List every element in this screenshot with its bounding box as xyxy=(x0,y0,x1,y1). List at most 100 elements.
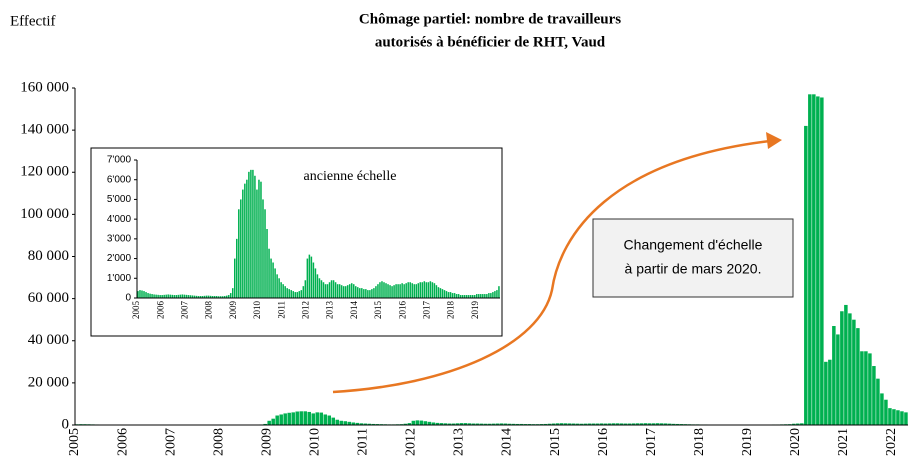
bar xyxy=(344,286,347,298)
bar xyxy=(197,296,200,298)
bar xyxy=(157,294,159,298)
bar xyxy=(395,284,397,298)
bar xyxy=(300,290,303,298)
bar xyxy=(213,296,216,298)
bar xyxy=(623,423,628,425)
bar xyxy=(290,290,292,298)
bar xyxy=(161,295,163,298)
bar xyxy=(435,422,440,425)
bar xyxy=(407,282,409,298)
bar xyxy=(264,209,266,298)
bar xyxy=(229,293,232,298)
bar xyxy=(480,294,482,298)
bar xyxy=(221,296,224,298)
bar xyxy=(308,254,311,298)
bar xyxy=(296,292,299,298)
bar xyxy=(145,292,147,298)
bar xyxy=(199,296,202,298)
bar xyxy=(484,294,486,298)
bar xyxy=(263,423,267,425)
bar xyxy=(280,282,282,298)
bar xyxy=(864,351,868,425)
y-tick-label: 7'000 xyxy=(107,155,132,166)
bar xyxy=(397,284,399,298)
bar xyxy=(352,284,355,298)
bar xyxy=(225,295,228,298)
bar xyxy=(411,283,413,298)
bar xyxy=(419,282,422,298)
x-tick-label: 2016 xyxy=(596,428,611,456)
bar xyxy=(316,274,319,298)
bar xyxy=(357,287,359,298)
bar xyxy=(332,280,335,298)
bar xyxy=(494,291,496,298)
bar xyxy=(304,280,307,298)
bar xyxy=(663,423,668,425)
annotation: Changement d'échelle xyxy=(624,237,763,253)
bar xyxy=(643,423,648,425)
bar xyxy=(328,282,331,298)
x-tick-label: 2012 xyxy=(300,301,310,319)
bar xyxy=(223,296,226,298)
bar xyxy=(302,286,305,298)
bar xyxy=(507,423,512,425)
bar xyxy=(355,286,357,298)
y-tick-label: 3'000 xyxy=(107,233,132,244)
bar xyxy=(595,423,600,425)
bar xyxy=(387,284,389,298)
bar xyxy=(151,294,153,298)
bar xyxy=(469,295,472,298)
bar xyxy=(487,423,492,425)
bar xyxy=(282,284,284,298)
bar xyxy=(288,289,290,298)
inset-annotation: ancienne échelle xyxy=(304,169,397,184)
bar xyxy=(381,281,383,298)
bar xyxy=(443,423,448,425)
bar xyxy=(355,422,360,425)
chart-title: autorisés à bénéficier de RHT, Vaud xyxy=(375,34,606,50)
bar xyxy=(824,361,828,425)
bar xyxy=(607,423,612,425)
bar xyxy=(519,423,524,425)
bar xyxy=(435,285,438,298)
bar xyxy=(234,258,236,298)
bar xyxy=(139,290,141,298)
bar xyxy=(808,94,812,425)
bar xyxy=(276,274,278,298)
x-tick-label: 2005 xyxy=(131,301,141,320)
bar xyxy=(348,284,351,298)
bar xyxy=(896,410,900,425)
bar xyxy=(547,423,552,425)
y-tick-label: 0 xyxy=(62,416,70,432)
bar xyxy=(311,413,315,425)
bar xyxy=(367,290,369,298)
bar xyxy=(205,295,208,298)
bar xyxy=(350,283,353,298)
bar xyxy=(217,296,220,298)
arrow-head xyxy=(766,132,782,149)
bar xyxy=(473,295,476,298)
main-plot: 0 20 000 40 000 60 000 80 000 100 000 120 000 1… xyxy=(20,79,908,456)
chart-title: Chômage partiel: nombre de travailleurs xyxy=(359,11,621,27)
bar xyxy=(431,422,436,425)
bar xyxy=(461,295,464,298)
inset-plot: 0 1'000 2'000 3'000 4'000 5'000 6'000 7'000 2005… xyxy=(107,155,500,319)
y-tick-label: 40 000 xyxy=(28,332,69,348)
bar xyxy=(377,284,379,298)
bar xyxy=(371,289,373,298)
bar xyxy=(455,294,458,298)
x-tick-label: 2010 xyxy=(308,428,323,456)
bar xyxy=(258,179,260,298)
bar xyxy=(659,423,664,425)
annotation-box xyxy=(592,218,794,298)
bar xyxy=(250,169,252,298)
bar xyxy=(579,423,584,425)
bar xyxy=(892,409,896,425)
bar xyxy=(314,268,317,298)
bar xyxy=(244,183,246,298)
bar xyxy=(165,294,167,298)
bar xyxy=(451,423,456,425)
bar xyxy=(338,284,341,298)
x-tick-label: 2011 xyxy=(276,301,286,319)
y-tick-label: 80 000 xyxy=(28,248,69,264)
